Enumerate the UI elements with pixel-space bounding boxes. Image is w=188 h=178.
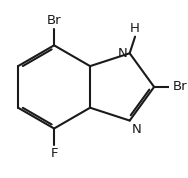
Text: H: H: [130, 22, 140, 35]
Text: F: F: [50, 147, 58, 160]
Text: N: N: [118, 47, 127, 60]
Text: Br: Br: [173, 80, 188, 93]
Text: N: N: [132, 123, 142, 136]
Text: Br: Br: [47, 14, 61, 27]
